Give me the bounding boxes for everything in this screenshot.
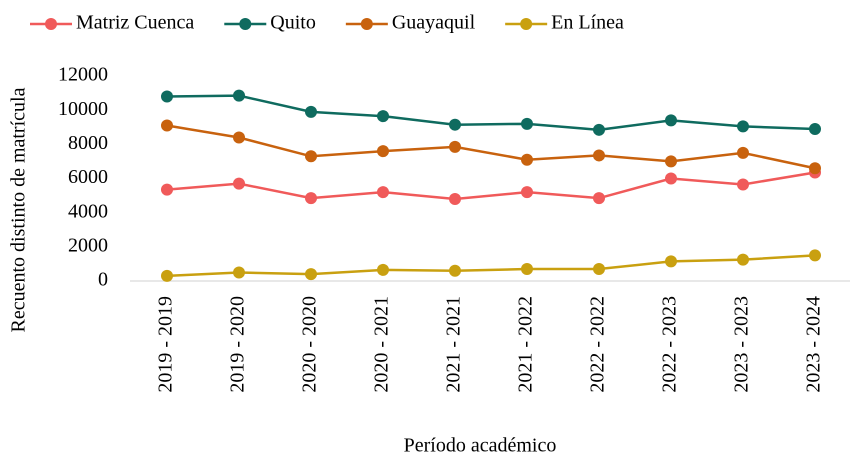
legend-marker (45, 18, 57, 30)
y-tick-label: 2000 (68, 234, 108, 256)
legend-label: En Línea (551, 12, 624, 34)
data-point (809, 249, 821, 262)
data-point (593, 192, 605, 205)
legend-marker (520, 18, 533, 30)
data-point (665, 155, 677, 168)
x-tick-label: 2020 - 2021 (371, 296, 393, 393)
data-point (593, 123, 605, 136)
data-point (233, 89, 245, 102)
data-point (305, 268, 317, 281)
x-tick-label: 2023 - 2023 (731, 296, 753, 393)
series-line (166, 94, 816, 132)
x-tick-label: 2019 - 2019 (155, 296, 177, 393)
data-point (521, 263, 533, 276)
y-tick-label: 4000 (68, 200, 108, 222)
data-point (377, 263, 389, 276)
data-point (233, 177, 245, 190)
data-point (449, 193, 461, 205)
data-point (521, 186, 533, 199)
data-point (593, 149, 605, 162)
data-point (305, 105, 317, 118)
legend-marker (360, 18, 373, 30)
data-point (737, 120, 749, 133)
data-point (305, 150, 317, 163)
data-point (737, 178, 749, 191)
data-point (377, 145, 389, 158)
x-tick-label: 2021 - 2021 (443, 296, 465, 393)
data-point (809, 122, 821, 135)
data-point (449, 118, 461, 131)
data-point (737, 146, 749, 159)
data-point (161, 119, 173, 132)
y-tick-label: 8000 (68, 132, 108, 154)
x-tick-label: 2020 - 2020 (299, 296, 321, 393)
data-point (665, 114, 677, 127)
y-tick-label: 0 (98, 269, 108, 291)
data-point (233, 131, 245, 144)
series-line (166, 254, 816, 278)
x-tick-label: 2023 - 2024 (803, 296, 825, 393)
data-point (449, 264, 461, 277)
data-point (665, 255, 677, 268)
x-tick-label: 2019 - 2020 (227, 296, 249, 393)
y-tick-label: 10000 (58, 98, 108, 120)
data-point (377, 186, 389, 199)
data-point (521, 153, 533, 166)
data-point (377, 110, 389, 123)
data-point (233, 266, 245, 279)
x-tick-label: 2022 - 2023 (659, 296, 681, 393)
data-point (737, 253, 749, 266)
data-point (161, 269, 173, 282)
series-line (166, 171, 816, 201)
data-point (593, 263, 605, 276)
legend-label: Matriz Cuenca (76, 12, 194, 34)
x-axis-title: Período académico (404, 435, 557, 457)
legend-marker (239, 18, 252, 30)
y-tick-label: 6000 (68, 166, 108, 188)
data-point (161, 90, 173, 103)
x-tick-label: 2022 - 2022 (587, 296, 609, 393)
y-axis-title: Recuento distinto de matrícula (8, 87, 30, 332)
x-tick-label: 2021 - 2022 (515, 296, 537, 393)
data-point (449, 140, 461, 153)
data-point (521, 117, 533, 130)
legend-label: Guayaquil (392, 12, 476, 34)
data-point (665, 172, 677, 185)
y-tick-label: 12000 (58, 64, 108, 86)
data-point (305, 192, 317, 205)
data-point (809, 162, 821, 175)
series-line (166, 124, 816, 170)
legend-label: Quito (270, 12, 316, 34)
data-point (161, 183, 173, 196)
